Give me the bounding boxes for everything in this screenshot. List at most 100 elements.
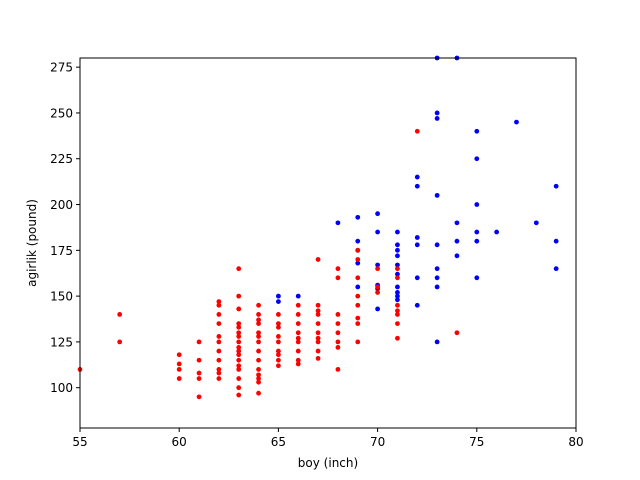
x-tick-label: 60 xyxy=(172,435,187,449)
scatter-point xyxy=(355,214,361,220)
scatter-point xyxy=(335,275,341,281)
scatter-point xyxy=(414,183,420,189)
scatter-point xyxy=(395,321,400,326)
scatter-point xyxy=(256,379,261,385)
scatter-point xyxy=(196,357,202,363)
scatter-point xyxy=(216,348,222,354)
scatter-point xyxy=(236,352,242,358)
scatter-point xyxy=(454,220,460,226)
scatter-point xyxy=(355,260,361,266)
scatter-point xyxy=(355,293,361,299)
scatter-point xyxy=(454,238,460,244)
scatter-point xyxy=(335,345,341,350)
scatter-point xyxy=(276,293,281,299)
scatter-point xyxy=(216,334,222,339)
scatter-point xyxy=(315,330,321,336)
scatter-point xyxy=(216,339,222,345)
scatter-point xyxy=(315,321,321,326)
scatter-point xyxy=(256,348,261,354)
scatter-point xyxy=(414,174,420,180)
scatter-point xyxy=(414,242,420,248)
scatter-point xyxy=(514,119,519,125)
scatter-point xyxy=(256,366,261,372)
scatter-point xyxy=(474,229,480,235)
scatter-point xyxy=(474,156,480,162)
scatter-point xyxy=(395,262,400,268)
scatter-point xyxy=(256,390,261,396)
scatter-point xyxy=(355,339,361,345)
scatter-point xyxy=(236,293,242,299)
scatter-point xyxy=(216,370,222,376)
scatter-point xyxy=(236,363,242,369)
scatter-point xyxy=(216,321,222,326)
scatter-point xyxy=(276,363,281,369)
scatter-point xyxy=(315,339,321,345)
scatter-point xyxy=(375,211,380,217)
scatter-point xyxy=(236,324,242,330)
scatter-point xyxy=(395,308,400,314)
scatter-point xyxy=(295,293,301,299)
scatter-point xyxy=(256,372,261,378)
scatter-point xyxy=(355,284,361,290)
scatter-point xyxy=(236,345,242,350)
scatter-point xyxy=(236,357,242,363)
scatter-point xyxy=(236,321,242,326)
scatter-point xyxy=(395,271,400,277)
scatter-point xyxy=(236,306,242,312)
y-tick-label: 200 xyxy=(50,198,73,212)
scatter-point xyxy=(474,238,480,244)
scatter-point xyxy=(295,339,301,345)
scatter-point xyxy=(236,392,242,398)
scatter-point xyxy=(276,348,281,354)
scatter-point xyxy=(236,330,242,336)
scatter-point xyxy=(315,312,321,317)
scatter-point xyxy=(256,321,261,326)
scatter-point xyxy=(256,312,261,317)
scatter-point xyxy=(176,366,182,372)
scatter-point xyxy=(395,275,400,281)
scatter-point xyxy=(315,356,321,361)
scatter-point xyxy=(176,352,182,358)
scatter-point xyxy=(434,242,440,248)
x-tick-label: 70 xyxy=(370,435,385,449)
scatter-point xyxy=(375,266,380,272)
scatter-point xyxy=(434,116,440,121)
scatter-point xyxy=(335,220,341,226)
y-tick-label: 100 xyxy=(50,381,73,395)
x-tick-label: 55 xyxy=(72,435,87,449)
x-axis-label: boy (inch) xyxy=(298,456,358,470)
scatter-point xyxy=(375,284,380,290)
scatter-point xyxy=(315,335,321,341)
scatter-point xyxy=(533,220,539,226)
plot-area xyxy=(80,58,576,428)
scatter-point xyxy=(216,302,222,308)
scatter-point xyxy=(414,275,420,281)
y-tick-label: 275 xyxy=(50,61,73,75)
scatter-point xyxy=(276,357,281,363)
scatter-point xyxy=(355,238,361,244)
scatter-point xyxy=(216,299,222,305)
y-tick-label: 175 xyxy=(50,244,73,258)
scatter-point xyxy=(553,266,559,272)
scatter-point xyxy=(236,376,242,381)
scatter-point xyxy=(434,110,440,116)
scatter-point xyxy=(276,312,281,317)
scatter-point xyxy=(335,312,341,317)
scatter-point xyxy=(355,275,361,281)
y-tick-label: 225 xyxy=(50,152,73,166)
scatter-point xyxy=(395,247,400,253)
scatter-point xyxy=(216,366,222,372)
scatter-point xyxy=(355,315,361,321)
scatter-point xyxy=(295,302,301,308)
scatter-point xyxy=(315,348,321,354)
scatter-point xyxy=(196,370,202,376)
scatter-point xyxy=(276,352,281,358)
scatter-point xyxy=(295,348,301,354)
scatter-point xyxy=(176,376,182,381)
scatter-point xyxy=(117,339,123,345)
scatter-point xyxy=(414,235,420,240)
scatter-point xyxy=(474,202,480,207)
scatter-point xyxy=(315,257,321,262)
scatter-point xyxy=(276,324,281,330)
